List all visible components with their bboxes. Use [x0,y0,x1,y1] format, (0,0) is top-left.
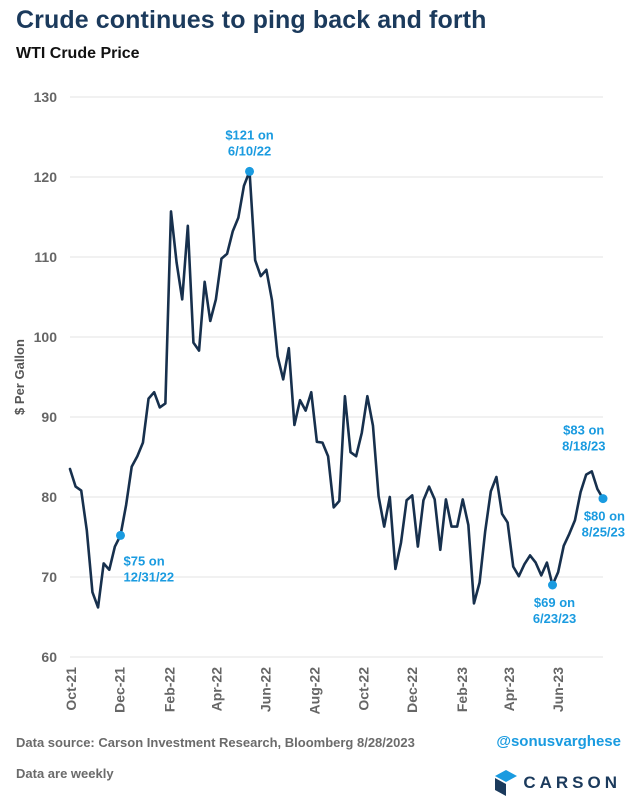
twitter-handle[interactable]: @sonusvarghese [496,733,621,750]
y-tick-label: 60 [41,649,57,665]
x-tick-label: Oct-22 [355,667,371,711]
carson-logo: CARSON [495,768,621,798]
y-tick-label: 120 [34,169,58,185]
x-tick-label: Feb-23 [454,667,470,712]
gridlines [70,96,603,658]
y-axis-ticks: 60 70 80 90 100 110 120 130 [34,89,58,665]
x-tick-label: Dec-21 [112,667,128,713]
annotations: $75 on 12/31/22 $121 on 6/10/22 $69 on 6/23/2… [115,127,625,626]
carson-logo-icon [495,770,518,796]
annotation-marker [245,166,255,176]
x-tick-label: Aug-22 [306,667,322,715]
data-source-note: Data source: Carson Investment Research,… [16,735,415,750]
x-tick-label: Apr-23 [501,667,517,712]
y-tick-label: 100 [34,329,58,345]
y-tick-label: 110 [34,249,57,265]
y-tick-label: 90 [41,409,57,425]
annotation-label: $69 on 6/23/23 [533,595,576,626]
x-tick-label: Oct-21 [63,667,79,711]
x-tick-label: Jun-23 [550,667,566,712]
y-tick-label: 80 [41,489,57,505]
annotation-marker [548,580,558,590]
x-tick-label: Jun-22 [258,667,274,712]
y-axis-label: $ Per Gallon [12,339,27,415]
annotation-label: $75 on 12/31/22 [123,553,174,584]
x-tick-label: Apr-22 [209,667,225,712]
chart-title: Crude continues to ping back and forth [16,6,487,34]
data-frequency-note: Data are weekly [16,766,114,781]
annotation-marker [115,530,125,540]
x-tick-label: Feb-22 [161,667,177,712]
chart-subtitle: WTI Crude Price [16,45,140,62]
y-tick-label: 70 [41,569,57,585]
annotation-label: $80 on 8/25/23 [582,509,625,540]
x-axis-ticks: Oct-21 Dec-21 Feb-22 Apr-22 Jun-22 Aug-22 Oct-… [63,667,566,715]
series-line-wti [68,170,605,609]
annotation-label: $83 on 8/18/23 [562,422,605,453]
x-tick-label: Dec-22 [404,667,420,713]
y-tick-label: 130 [34,89,58,105]
annotation-marker [598,494,608,504]
logo-text: CARSON [523,773,621,792]
annotation-label: $121 on 6/10/22 [225,127,273,158]
